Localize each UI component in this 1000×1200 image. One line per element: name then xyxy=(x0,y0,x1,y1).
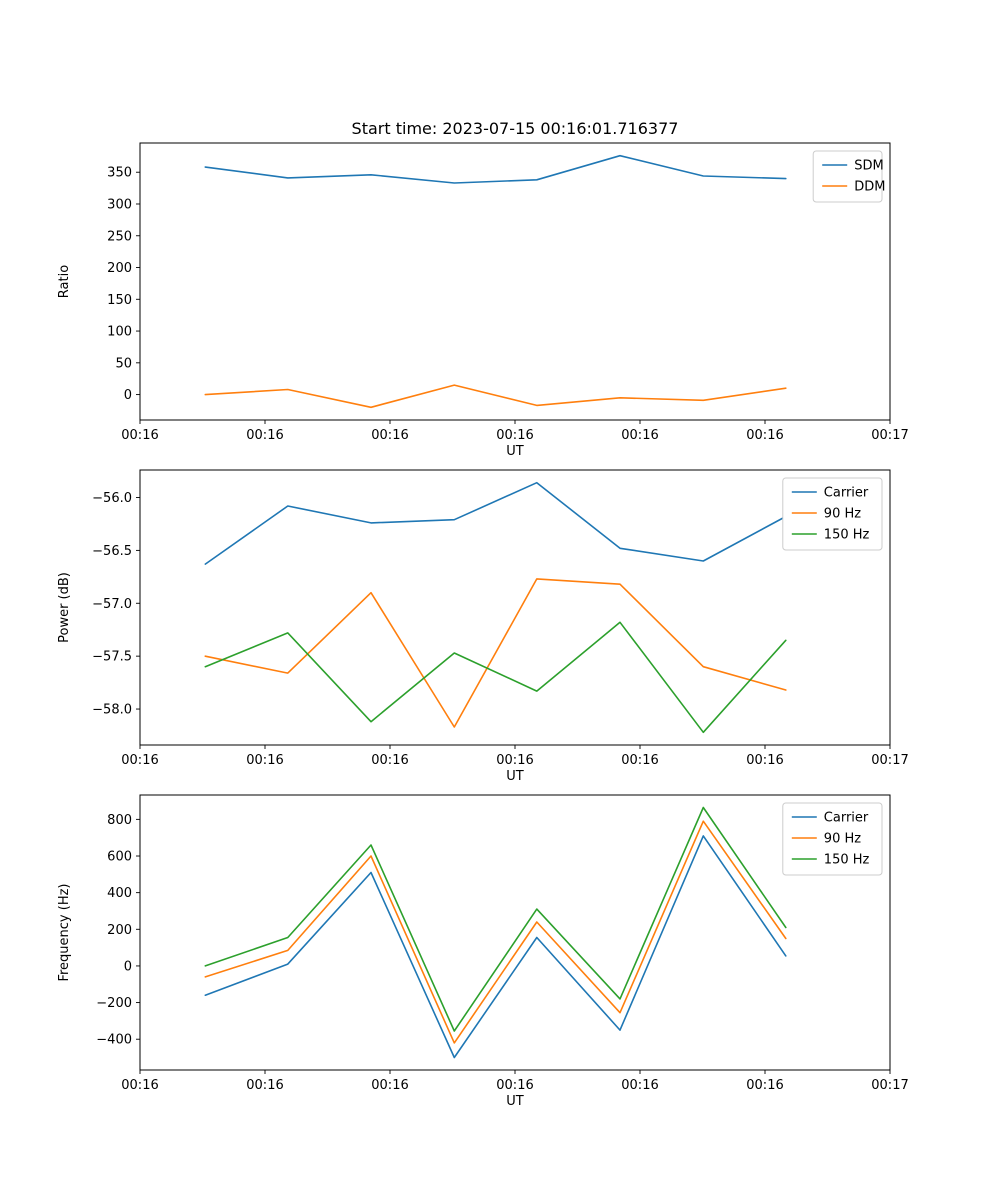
series-line-carrier xyxy=(204,481,787,565)
x-tick-label: 00:16 xyxy=(746,1078,783,1093)
x-tick-label: 00:16 xyxy=(246,428,283,443)
y-tick-label: 50 xyxy=(115,356,132,371)
series-line-sdm xyxy=(204,154,787,184)
series-line-carrier xyxy=(204,835,787,1059)
x-tick-label: 00:16 xyxy=(621,753,658,768)
legend-label: SDM xyxy=(854,159,883,174)
x-tick-label: 00:16 xyxy=(621,1078,658,1093)
y-tick-label: 0 xyxy=(124,959,132,974)
x-tick-label: 00:16 xyxy=(496,753,533,768)
subplot-frequency: 800 600 400 200 0 −200 −400 00:16 00:16 00:16 00:1… xyxy=(57,794,909,1109)
legend-box xyxy=(812,150,883,203)
legend-label: 90 Hz xyxy=(824,507,861,522)
y-tick-label: −57.0 xyxy=(92,597,132,612)
y-tick-label: 150 xyxy=(107,293,132,308)
plot-frame xyxy=(139,469,891,746)
x-tick-label: 00:16 xyxy=(496,428,533,443)
y-tick-label: 200 xyxy=(107,923,132,938)
legend-label: 150 Hz xyxy=(824,528,870,543)
x-axis-label: UT xyxy=(506,769,524,784)
figure-title: Start time: 2023-07-15 00:16:01.716377 xyxy=(351,119,679,138)
y-axis-label: Ratio xyxy=(57,265,72,298)
x-tick-label: 00:17 xyxy=(871,1078,908,1093)
x-tick-label: 00:16 xyxy=(371,1078,408,1093)
y-tick-label: −56.0 xyxy=(92,491,132,506)
y-tick-label: −56.5 xyxy=(92,544,132,559)
x-tick-label: 00:16 xyxy=(246,753,283,768)
y-tick-label: 400 xyxy=(107,886,132,901)
plot-frame xyxy=(139,142,891,421)
x-tick-label: 00:16 xyxy=(246,1078,283,1093)
x-tick-label: 00:16 xyxy=(121,428,158,443)
subplot-ratio: 350 300 250 200 150 100 50 0 00:16 00:16 00:16 00:1… xyxy=(57,142,909,459)
plot-frame xyxy=(139,794,891,1071)
x-tick-label: 00:16 xyxy=(121,753,158,768)
x-tick-label: 00:16 xyxy=(746,428,783,443)
y-tick-label: 600 xyxy=(107,850,132,865)
y-tick-label: 200 xyxy=(107,261,132,276)
y-tick-label: 100 xyxy=(107,325,132,340)
series-line-90-hz xyxy=(204,820,787,1044)
legend: SDM DDM xyxy=(812,150,885,203)
legend-label: DDM xyxy=(854,180,885,195)
x-axis-label: UT xyxy=(506,444,524,459)
legend-label: 150 Hz xyxy=(824,853,870,868)
x-tick-label: 00:16 xyxy=(371,753,408,768)
legend: Carrier 90 Hz 150 Hz xyxy=(782,477,883,551)
subplot-power: −56.0 −56.5 −57.0 −57.5 −58.0 00:16 00:16 00:16… xyxy=(57,469,909,784)
x-tick-label: 00:16 xyxy=(621,428,658,443)
y-tick-label: −200 xyxy=(96,996,132,1011)
y-tick-label: 350 xyxy=(107,166,132,181)
plot-area xyxy=(140,470,890,745)
plot-area xyxy=(140,143,890,420)
legend-box xyxy=(782,802,883,876)
x-tick-label: 00:16 xyxy=(121,1078,158,1093)
x-tick-label: 00:16 xyxy=(746,753,783,768)
series-line-150-hz xyxy=(204,621,787,734)
y-tick-label: −400 xyxy=(96,1033,132,1048)
series-line-150-hz xyxy=(204,806,787,1032)
x-tick-label: 00:16 xyxy=(496,1078,533,1093)
y-tick-label: 250 xyxy=(107,229,132,244)
plot-area xyxy=(140,795,890,1070)
y-tick-label: 0 xyxy=(124,388,132,403)
x-tick-label: 00:17 xyxy=(871,753,908,768)
legend: Carrier 90 Hz 150 Hz xyxy=(782,802,883,876)
x-axis-label: UT xyxy=(506,1094,524,1109)
series-line-90-hz xyxy=(204,578,787,728)
legend-box xyxy=(782,477,883,551)
legend-label: 90 Hz xyxy=(824,832,861,847)
y-axis-label: Frequency (Hz) xyxy=(57,883,72,981)
x-tick-label: 00:17 xyxy=(871,428,908,443)
y-tick-label: 300 xyxy=(107,197,132,212)
legend-label: Carrier xyxy=(824,811,869,826)
y-tick-label: −57.5 xyxy=(92,650,132,665)
x-tick-label: 00:16 xyxy=(371,428,408,443)
series-line-ddm xyxy=(204,384,787,409)
y-tick-label: −58.0 xyxy=(92,703,132,718)
y-axis-label: Power (dB) xyxy=(57,572,72,643)
legend-label: Carrier xyxy=(824,486,869,501)
y-tick-label: 800 xyxy=(107,813,132,828)
